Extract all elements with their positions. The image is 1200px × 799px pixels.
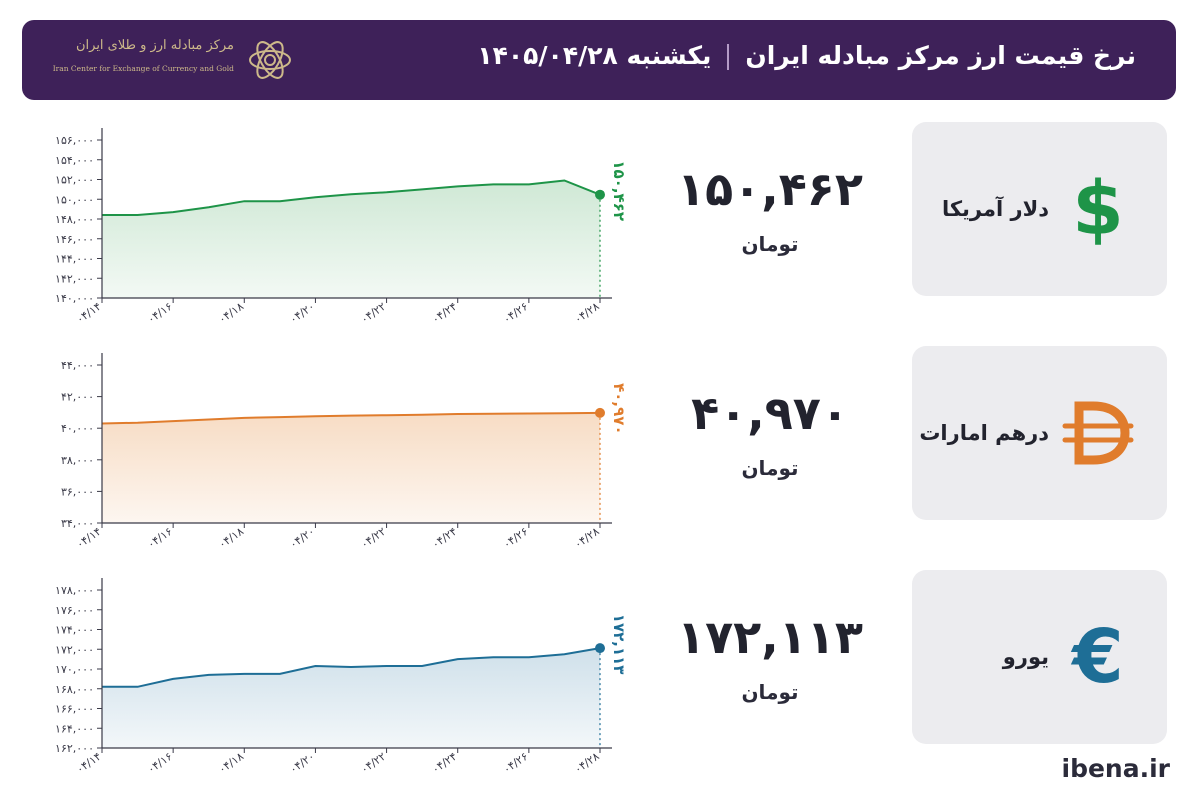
x-tick-label: ۰۴/۲۸ <box>572 750 602 776</box>
y-tick-label: ۱۷۰,۰۰۰ <box>55 663 94 676</box>
date-text: یکشنبه ۱۴۰۵/۰۴/۲۸ <box>477 41 712 70</box>
y-tick-label: ۳۴,۰۰۰ <box>61 517 94 530</box>
usd-unit: تومان <box>741 232 799 256</box>
x-tick-label: ۰۴/۱۸ <box>216 300 246 326</box>
last-point-marker <box>595 189 605 200</box>
y-tick-label: ۱۶۶,۰۰۰ <box>55 703 94 716</box>
x-tick-label: ۰۴/۲۸ <box>572 525 602 551</box>
y-tick-label: ۱۴۶,۰۰۰ <box>55 233 94 246</box>
aed-value: ۴۰,۹۷۰ <box>691 386 849 440</box>
x-tick-label: ۰۴/۲۰ <box>287 300 317 326</box>
y-tick-label: ۱۷۶,۰۰۰ <box>55 604 94 617</box>
x-tick-label: ۰۴/۲۶ <box>501 525 531 551</box>
x-tick-label: ۰۴/۲۴ <box>430 750 460 776</box>
y-tick-label: ۱۴۴,۰۰۰ <box>55 253 94 266</box>
y-tick-label: ۱۵۴,۰۰۰ <box>55 154 94 167</box>
x-tick-label: ۰۴/۲۰ <box>287 525 317 551</box>
x-tick-label: ۰۴/۱۶ <box>145 525 175 551</box>
aed-price-chart: ۳۴,۰۰۰ ۳۶,۰۰۰ ۳۸,۰۰۰ ۴۰,۰۰۰ ۴۲,۰۰۰ ۴۴,۰۰۰ ۰۴/۱… <box>22 343 642 563</box>
euro-icon: € <box>1072 614 1124 700</box>
series-area <box>102 648 600 748</box>
chart-svg: ۳۴,۰۰۰ ۳۶,۰۰۰ ۳۸,۰۰۰ ۴۰,۰۰۰ ۴۲,۰۰۰ ۴۴,۰۰۰ ۰۴/۱… <box>61 353 628 551</box>
x-tick-label: ۰۴/۲۶ <box>501 750 531 776</box>
x-tick-label: ۰۴/۲۶ <box>501 300 531 326</box>
y-tick-label: ۱۷۲,۰۰۰ <box>55 643 94 656</box>
y-tick-label: ۱۵۲,۰۰۰ <box>55 174 94 187</box>
y-tick-label: ۱۴۰,۰۰۰ <box>55 292 94 305</box>
y-tick-label: ۱۷۴,۰۰۰ <box>55 624 94 637</box>
usd-card: دلار آمریکا $ <box>912 122 1167 296</box>
y-tick-label: ۳۶,۰۰۰ <box>61 485 94 498</box>
eur-price-chart: ۱۶۲,۰۰۰ ۱۶۴,۰۰۰ ۱۶۶,۰۰۰ ۱۶۸,۰۰۰ ۱۷۰,۰۰۰ ۱۷۲,۰… <box>22 568 642 788</box>
series-line <box>102 179 601 216</box>
x-tick-label: ۰۴/۱۶ <box>145 750 175 776</box>
page-title: نرخ قیمت ارز مرکز مبادله ایران یکشنبه ۱۴۰… <box>477 41 1136 70</box>
eur-name: یورو <box>1002 645 1049 669</box>
last-value-label: ۴۰,۹۷۰ <box>610 383 628 434</box>
eur-unit: تومان <box>741 680 799 704</box>
last-value-label: ۱۵۰,۴۶۲ <box>610 160 628 221</box>
x-tick-label: ۰۴/۱۸ <box>216 750 246 776</box>
dollar-icon: $ <box>1072 166 1124 252</box>
y-tick-label: ۴۲,۰۰۰ <box>61 391 94 404</box>
eur-value: ۱۷۲,۱۱۳ <box>677 610 863 664</box>
y-tick-label: ۱۵۶,۰۰۰ <box>55 134 94 147</box>
x-tick-label: ۰۴/۲۴ <box>430 300 460 326</box>
series-line <box>102 647 601 688</box>
y-tick-label: ۱۷۸,۰۰۰ <box>55 584 94 597</box>
x-tick-label: ۰۴/۲۴ <box>430 525 460 551</box>
chart-svg: ۱۶۲,۰۰۰ ۱۶۴,۰۰۰ ۱۶۶,۰۰۰ ۱۶۸,۰۰۰ ۱۷۰,۰۰۰ ۱۷۲,۰… <box>55 578 628 776</box>
series-line <box>101 411 601 425</box>
last-point-marker <box>595 643 605 654</box>
usd-price-chart: ۱۴۰,۰۰۰ ۱۴۲,۰۰۰ ۱۴۴,۰۰۰ ۱۴۶,۰۰۰ ۱۴۸,۰۰۰ ۱۵۰,۰… <box>22 118 642 338</box>
eur-card: یورو € <box>912 570 1167 744</box>
logo-persian-text: مرکز مبادله ارز و طلای ایران <box>75 38 234 53</box>
last-point-marker <box>595 407 605 418</box>
x-tick-label: ۰۴/۱۸ <box>216 525 246 551</box>
x-tick-label: ۰۴/۲۲ <box>358 300 388 326</box>
last-value-label: ۱۷۲,۱۱۳ <box>610 614 628 675</box>
y-tick-label: ۴۴,۰۰۰ <box>61 359 94 372</box>
y-tick-label: ۱۵۰,۰۰۰ <box>55 193 94 206</box>
chart-svg: ۱۴۰,۰۰۰ ۱۴۲,۰۰۰ ۱۴۴,۰۰۰ ۱۴۶,۰۰۰ ۱۴۸,۰۰۰ ۱۵۰,۰… <box>55 128 628 326</box>
x-tick-label: ۰۴/۲۲ <box>358 525 388 551</box>
aed-card: درهم امارات <box>912 346 1167 520</box>
x-tick-label: ۰۴/۲۰ <box>287 750 317 776</box>
brand-website: ibena.ir <box>1061 754 1170 783</box>
aed-unit: تومان <box>741 456 799 480</box>
title-divider <box>727 44 730 70</box>
x-tick-label: ۰۴/۲۸ <box>572 300 602 326</box>
logo-english-text: Iran Center for Exchange of Currency and… <box>52 64 234 73</box>
x-tick-label: ۰۴/۲۲ <box>358 750 388 776</box>
usd-value: ۱۵۰,۴۶۲ <box>677 162 863 216</box>
y-tick-label: ۱۶۴,۰۰۰ <box>55 722 94 735</box>
series-area <box>102 412 600 523</box>
title-text: نرخ قیمت ارز مرکز مبادله ایران <box>745 41 1136 70</box>
y-tick-label: ۱۴۸,۰۰۰ <box>55 213 94 226</box>
series-area <box>102 180 600 298</box>
y-tick-label: ۱۴۲,۰۰۰ <box>55 272 94 285</box>
y-tick-label: ۱۶۲,۰۰۰ <box>55 742 94 755</box>
y-tick-label: ۴۰,۰۰۰ <box>61 422 94 435</box>
aed-name: درهم امارات <box>919 421 1049 445</box>
y-tick-label: ۳۸,۰۰۰ <box>61 454 94 467</box>
usd-name: دلار آمریکا <box>941 197 1049 221</box>
logo-emblem-icon <box>249 41 291 79</box>
dirham-icon <box>1062 401 1134 465</box>
center-logo: مرکز مبادله ارز و طلای ایران Iran Center… <box>52 34 292 86</box>
y-tick-label: ۱۶۸,۰۰۰ <box>55 683 94 696</box>
header-banner: مرکز مبادله ارز و طلای ایران Iran Center… <box>22 20 1176 100</box>
x-tick-label: ۰۴/۱۶ <box>145 300 175 326</box>
